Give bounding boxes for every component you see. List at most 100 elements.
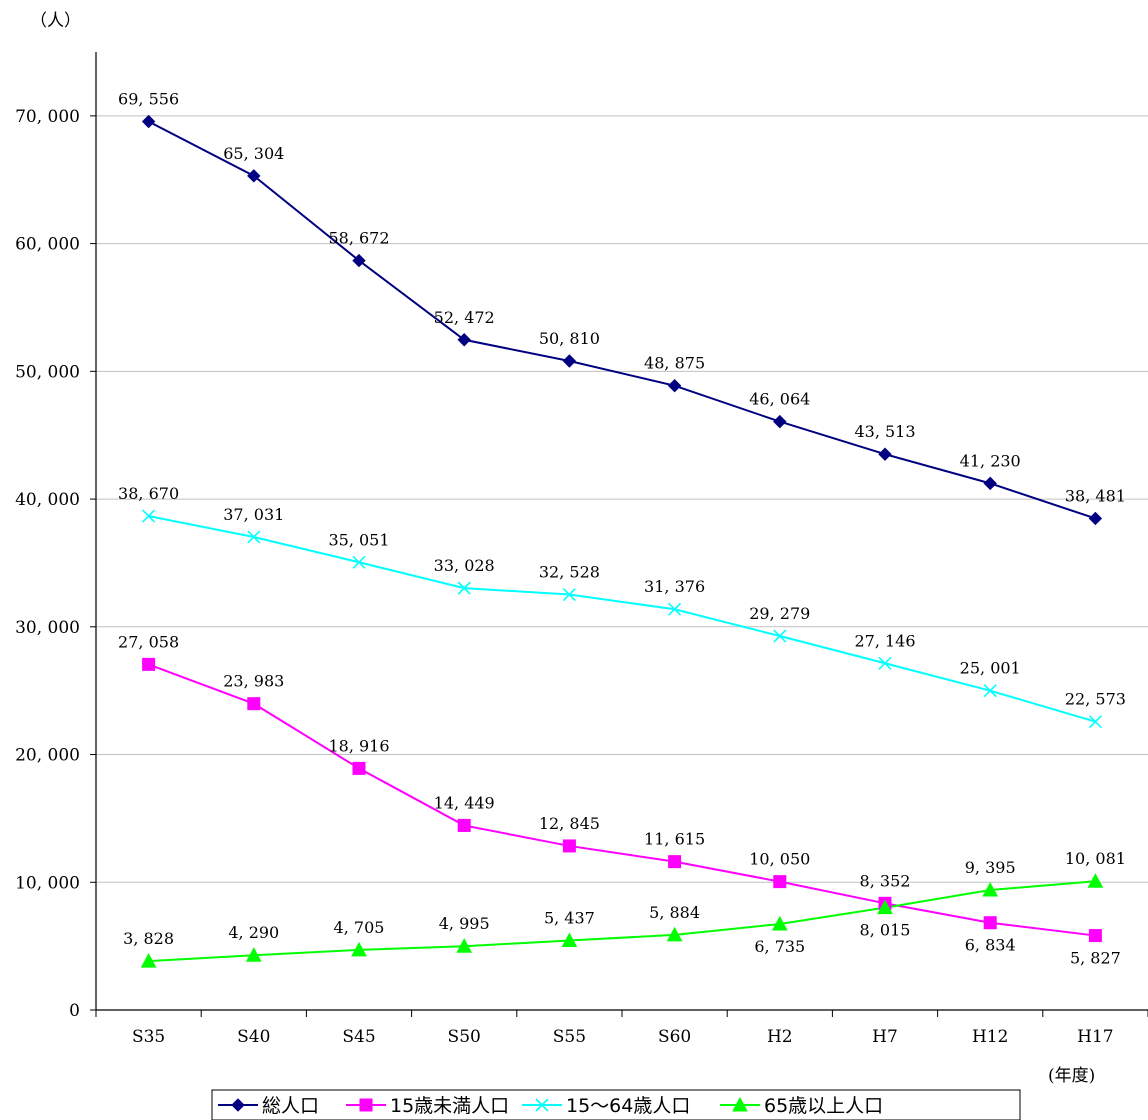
y-tick-label: 70, 000 <box>15 107 80 127</box>
marker-x <box>535 1098 549 1112</box>
x-axis-ticks: S35 S40 S45 S50 S55 S60 H2 H7 H12 H17 <box>95 1010 1148 1047</box>
marker-square <box>773 875 787 889</box>
x-unit-label: (年度) <box>1048 1066 1095 1086</box>
marker-x <box>773 629 787 643</box>
data-label: 12, 845 <box>539 814 600 833</box>
y-tick-label: 30, 000 <box>15 618 80 638</box>
series-line <box>148 120 1096 520</box>
data-label: 3, 828 <box>123 929 174 948</box>
data-label: 43, 513 <box>854 422 915 441</box>
legend-label: 15歳未満人口 <box>390 1095 509 1117</box>
data-label: 23, 983 <box>223 672 284 691</box>
data-label: 27, 058 <box>118 632 179 651</box>
data-label: 69, 556 <box>118 90 179 109</box>
marker-square <box>983 916 997 930</box>
data-label: 37, 031 <box>223 505 284 524</box>
x-tick-label: S60 <box>658 1027 691 1047</box>
data-label: 46, 064 <box>749 390 810 409</box>
data-label: 32, 528 <box>539 563 600 582</box>
data-label: 5, 884 <box>649 903 700 922</box>
legend: 総人口 15歳未満人口 15～64歳人口 65歳以上人口 <box>211 1089 1021 1120</box>
data-label: 8, 352 <box>860 871 911 890</box>
y-tick-label: 0 <box>69 1001 80 1021</box>
series-line <box>148 880 1096 963</box>
marker-triangle <box>561 932 578 948</box>
y-tick-label: 50, 000 <box>15 362 80 382</box>
data-label: 5, 437 <box>544 909 595 928</box>
data-label: 48, 875 <box>644 354 705 373</box>
gridlines <box>96 115 1148 883</box>
data-label: 4, 705 <box>334 918 385 937</box>
marker-triangle <box>140 953 157 968</box>
marker-diamond <box>247 169 261 183</box>
marker-triangle <box>351 941 367 957</box>
data-label: 4, 995 <box>439 914 490 933</box>
data-label: 11, 615 <box>644 830 705 849</box>
y-tick-label: 40, 000 <box>15 490 80 510</box>
x-tick-label: H2 <box>767 1027 793 1047</box>
marker-x <box>562 587 576 602</box>
marker-diamond <box>667 378 682 393</box>
y-unit-label: （人） <box>30 11 81 31</box>
marker-x <box>457 581 471 595</box>
marker-triangle <box>245 947 262 962</box>
data-label: 35, 051 <box>328 530 389 549</box>
marker-triangle <box>1087 873 1104 888</box>
data-label: 8, 015 <box>860 921 911 940</box>
marker-x <box>878 656 892 670</box>
marker-triangle <box>666 926 683 942</box>
data-label: 18, 916 <box>328 736 389 755</box>
data-label: 65, 304 <box>223 144 284 163</box>
marker-diamond <box>983 476 997 491</box>
data-label: 50, 810 <box>539 329 600 348</box>
marker-x <box>352 555 366 569</box>
data-label: 33, 028 <box>434 556 495 575</box>
y-tick-label: 10, 000 <box>15 873 80 893</box>
marker-square <box>359 1098 373 1112</box>
data-label: 6, 735 <box>754 937 805 956</box>
marker-diamond <box>457 333 471 347</box>
x-tick-label: S50 <box>448 1027 481 1047</box>
marker-diamond <box>352 253 366 268</box>
data-label: 9, 395 <box>965 858 1016 877</box>
marker-triangle <box>877 899 893 915</box>
marker-x <box>668 602 682 616</box>
marker-diamond <box>562 354 577 368</box>
marker-square <box>562 839 576 853</box>
series-markers <box>140 114 1104 968</box>
marker-x <box>983 684 997 698</box>
data-label: 5, 827 <box>1070 949 1121 968</box>
marker-diamond <box>773 414 787 429</box>
marker-square <box>668 855 682 869</box>
marker-diamond <box>878 447 892 461</box>
marker-x <box>247 530 261 544</box>
marker-x <box>1088 715 1102 729</box>
data-labels: 69, 556 65, 304 58, 672 52, 472 50, 810 48, 8… <box>118 90 1126 968</box>
marker-diamond <box>231 1098 245 1112</box>
data-label: 29, 279 <box>749 604 810 623</box>
data-label: 6, 834 <box>965 936 1016 955</box>
y-tick-label: 60, 000 <box>15 235 80 255</box>
x-tick-label: H7 <box>872 1027 898 1047</box>
marker-square <box>352 761 366 775</box>
data-label: 31, 376 <box>644 577 705 596</box>
marker-triangle <box>732 1096 748 1112</box>
y-axis-ticks: 0 10, 000 20, 000 30, 000 40, 000 50, 000 60, … <box>15 107 96 1021</box>
legend-label: 総人口 <box>262 1095 319 1117</box>
data-label: 22, 573 <box>1065 690 1126 709</box>
marker-square <box>142 657 156 671</box>
marker-diamond <box>1088 511 1103 526</box>
marker-triangle <box>456 938 473 953</box>
x-tick-label: S55 <box>553 1027 586 1047</box>
data-label: 52, 472 <box>434 308 495 327</box>
x-tick-label: S40 <box>237 1027 270 1047</box>
series-line <box>148 663 1096 937</box>
series-line <box>148 515 1096 723</box>
marker-x <box>142 509 156 523</box>
data-label: 41, 230 <box>960 451 1021 470</box>
data-label: 14, 449 <box>434 793 495 812</box>
data-label: 27, 146 <box>854 631 915 650</box>
marker-diamond <box>141 114 156 129</box>
y-tick-label: 20, 000 <box>15 746 80 766</box>
